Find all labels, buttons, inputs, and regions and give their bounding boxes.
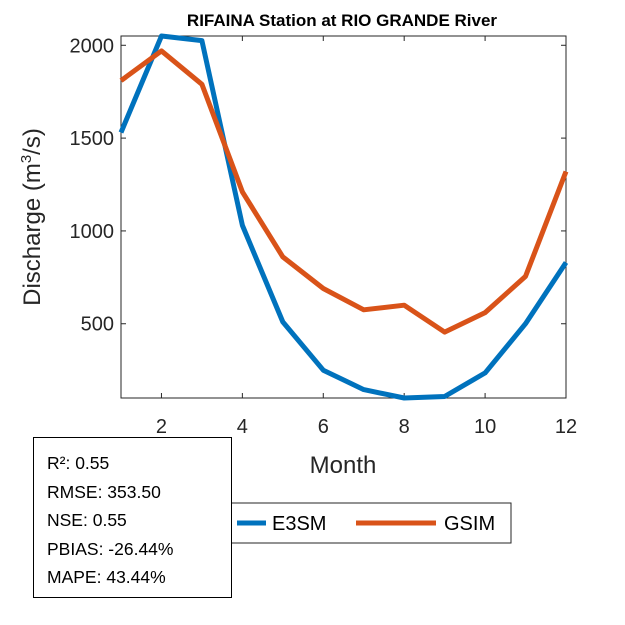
y-axis-title-end: /s) [19, 128, 46, 155]
y-axis-title-superscript: 3 [18, 155, 35, 163]
y-tick-label: 1500 [70, 128, 115, 150]
stat-pbias-label: PBIAS [47, 538, 99, 559]
stat-mape-label: MAPE [47, 567, 97, 587]
x-tick-label: 2 [156, 416, 167, 438]
stat-rmse-label: RMSE [47, 481, 98, 502]
series-line-e3sm [118, 33, 569, 401]
legend: E3SM GSIM [230, 502, 512, 544]
y-tick-label: 1000 [70, 221, 115, 243]
x-tick-label: 12 [555, 416, 577, 438]
y-axis-title: Discharge (m3/s) [18, 128, 46, 306]
stat-rmse-value: 353.50 [107, 481, 161, 502]
legend-label-e3sm: E3SM [272, 513, 326, 535]
y-axis-title-main: Discharge (m [19, 163, 46, 306]
x-tick-label: 4 [237, 416, 248, 438]
x-tick-label: 10 [474, 416, 496, 438]
stat-nse-value: 0.55 [92, 510, 127, 530]
stats-box: R²: 0.55 RMSE: 353.50 NSE: 0.55 PBIAS: -… [33, 437, 232, 598]
stat-nse-label: NSE [47, 510, 83, 530]
series-line-gsim [119, 48, 569, 335]
chart-title: RIFAINA Station at RIO GRANDE River [187, 11, 498, 30]
x-tick-label: 8 [399, 416, 410, 438]
x-tick-label: 6 [318, 416, 329, 438]
stat-rmse: RMSE: 353.50 [47, 481, 161, 502]
stat-pbias: PBIAS: -26.44% [47, 538, 174, 559]
stat-pbias-value: -26.44% [108, 538, 174, 559]
stat-mape-value: 43.44% [106, 567, 166, 587]
y-tick-label: 500 [81, 314, 114, 336]
stat-mape: MAPE: 43.44% [47, 567, 166, 587]
stat-r2-value: 0.55 [75, 453, 110, 473]
x-axis-title: Month [310, 452, 377, 479]
stat-r2-label: R² [47, 453, 66, 473]
stat-r2: R²: 0.55 [47, 453, 110, 473]
plot-area [120, 35, 567, 399]
legend-label-gsim: GSIM [444, 513, 495, 535]
stat-nse: NSE: 0.55 [47, 510, 127, 530]
y-tick-label: 2000 [70, 35, 115, 57]
